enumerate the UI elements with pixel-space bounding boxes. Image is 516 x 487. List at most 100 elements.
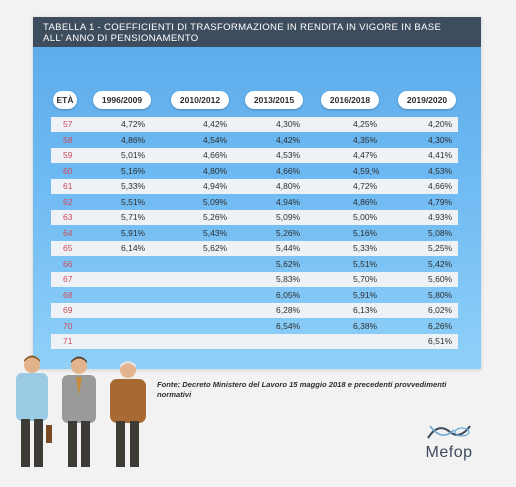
table-row: 66 5,62% 5,51% 5,42%	[51, 257, 458, 272]
coefficient-cell: 4,66%	[276, 165, 301, 176]
coefficient-cell: 5,08%	[428, 227, 453, 238]
worker-senior-icon	[110, 361, 146, 467]
coefficient-cell: 4,30%	[428, 134, 453, 145]
coefficient-cell: 6,02%	[428, 305, 453, 315]
coefficient-cell: 5,80%	[428, 289, 453, 300]
coefficient-cell: 5,51%	[353, 258, 378, 269]
coefficient-cell: 4,53%	[428, 165, 453, 176]
coefficient-cell: 4,86%	[353, 196, 378, 207]
age-cell: 63	[63, 212, 73, 222]
coefficient-cell: 4,30%	[276, 119, 301, 129]
table-title-line-2: ALL' ANNO DI PENSIONAMENTO	[43, 33, 199, 44]
coefficient-cell: 5,44%	[276, 243, 301, 253]
age-cell: 71	[63, 336, 73, 346]
title-bar: TABELLA 1 - COEFFICIENTI DI TRASFORMAZIO…	[33, 17, 481, 47]
header-period: 2010/2012	[171, 91, 229, 109]
age-cell: 68	[63, 289, 73, 300]
source-line-1: Fonte: Decreto Ministero del Lavoro 15 m…	[157, 380, 447, 389]
header-period: 2016/2018	[321, 91, 379, 109]
coefficient-cell: 4,66%	[203, 150, 228, 160]
coefficient-cell: 5,26%	[276, 227, 301, 238]
table-row: 63 5,71% 5,26% 5,09% 5,00% 4,93%	[51, 210, 458, 225]
table-row: 57 4,72% 4,42% 4,30% 4,25% 4,20%	[51, 117, 458, 132]
coefficient-cell: 5,51%	[121, 196, 146, 207]
coefficient-cell: 5,70%	[353, 274, 378, 284]
coefficient-cell: 4,94%	[276, 196, 301, 207]
coefficient-cell: 5,62%	[276, 258, 301, 269]
header-period: 1996/2009	[93, 91, 151, 109]
coefficient-cell: 5,25%	[428, 243, 453, 253]
table-row: 67 5,83% 5,70% 5,60%	[51, 272, 458, 287]
workers-illustration	[16, 355, 146, 467]
coefficient-cell: 4,25%	[353, 119, 378, 129]
table-row: 71 6,51%	[51, 334, 458, 349]
coefficient-cell: 5,71%	[121, 212, 146, 222]
age-cell: 57	[63, 119, 73, 129]
coefficient-cell: 5,26%	[203, 212, 228, 222]
coefficient-cell: 4,42%	[203, 119, 228, 129]
coefficient-cell: 4,80%	[203, 165, 228, 176]
coefficient-cell: 6,05%	[276, 289, 301, 300]
table-row: 58 4,86% 4,54% 4,42% 4,35% 4,30%	[51, 133, 458, 148]
age-cell: 64	[63, 227, 73, 238]
age-cell: 65	[63, 243, 73, 253]
age-cell: 69	[63, 305, 73, 315]
coefficient-cell: 5,62%	[203, 243, 228, 253]
coefficient-cell: 4,66%	[428, 181, 453, 191]
age-cell: 66	[63, 258, 73, 269]
table-row: 70 6,54% 6,38% 6,26%	[51, 319, 458, 334]
coefficient-cell: 4,42%	[276, 134, 301, 145]
table-row: 68 6,05% 5,91% 5,80%	[51, 288, 458, 303]
coefficient-cell: 5,42%	[428, 258, 453, 269]
coefficient-cell: 4,79%	[428, 196, 453, 207]
coefficient-cell: 5,91%	[121, 227, 146, 238]
coefficient-cell: 6,26%	[428, 320, 453, 331]
coefficient-cell: 5,16%	[121, 165, 146, 176]
coefficient-cell: 6,51%	[428, 336, 453, 346]
age-cell: 60	[63, 165, 73, 176]
coefficient-cell: 4,35%	[353, 134, 378, 145]
worker-adult-icon	[62, 356, 96, 467]
source-line-2: normativi	[157, 390, 192, 399]
coefficient-cell: 4,93%	[428, 212, 453, 222]
coefficient-cell: 5,43%	[203, 227, 228, 238]
mefop-logo-text: Mefop	[425, 444, 473, 461]
coefficient-cell: 4,54%	[203, 134, 228, 145]
table-row: 64 5,91% 5,43% 5,26% 5,16% 5,08%	[51, 226, 458, 241]
coefficient-cell: 6,54%	[276, 320, 301, 331]
table-title-line-1: TABELLA 1 - COEFFICIENTI DI TRASFORMAZIO…	[43, 22, 442, 33]
coefficient-cell: 5,09%	[203, 196, 228, 207]
coefficient-cell: 5,60%	[428, 274, 453, 284]
table-row: 59 5,01% 4,66% 4,53% 4,47% 4,41%	[51, 148, 458, 163]
table-row: 60 5,16% 4,80% 4,66% 4,59,% 4,53%	[51, 164, 458, 179]
coefficients-panel: TABELLA 1 - COEFFICIENTI DI TRASFORMAZIO…	[33, 17, 481, 369]
coefficient-cell: 4,59,%	[353, 165, 380, 176]
source-note: Fonte: Decreto Ministero del Lavoro 15 m…	[157, 380, 487, 400]
header-period: 2013/2015	[245, 91, 303, 109]
coefficient-cell: 4,41%	[428, 150, 453, 160]
coefficient-cell: 5,16%	[353, 227, 378, 238]
age-cell: 58	[63, 134, 73, 145]
mefop-logo-icon	[427, 425, 471, 439]
coefficient-cell: 6,38%	[353, 320, 378, 331]
coefficient-cell: 5,83%	[276, 274, 301, 284]
coefficient-cell: 4,53%	[276, 150, 301, 160]
table-row: 62 5,51% 5,09% 4,94% 4,86% 4,79%	[51, 195, 458, 210]
table-row: 61 5,33% 4,94% 4,80% 4,72% 4,66%	[51, 179, 458, 194]
coefficient-cell: 4,94%	[203, 181, 228, 191]
coefficient-cell: 5,01%	[121, 150, 146, 160]
worker-young-icon	[16, 355, 52, 467]
table-row: 65 6,14% 5,62% 5,44% 5,33% 5,25%	[51, 241, 458, 256]
coefficient-cell: 4,72%	[353, 181, 378, 191]
coefficient-cell: 5,00%	[353, 212, 378, 222]
coefficient-cell: 5,91%	[353, 289, 378, 300]
mefop-logo: Mefop	[414, 420, 484, 464]
table-row: 69 6,28% 6,13% 6,02%	[51, 303, 458, 318]
age-cell: 70	[63, 320, 73, 331]
age-cell: 62	[63, 196, 73, 207]
age-cell: 67	[63, 274, 73, 284]
age-cell: 59	[63, 150, 73, 160]
age-cell: 61	[63, 181, 73, 191]
coefficient-cell: 4,47%	[353, 150, 378, 160]
coefficient-cell: 4,20%	[428, 119, 453, 129]
